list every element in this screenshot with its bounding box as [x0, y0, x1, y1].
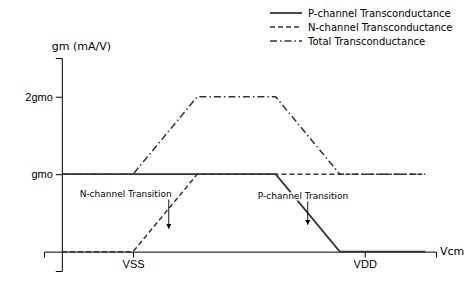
y-tick-label: gmo [31, 168, 52, 180]
series-line [62, 97, 425, 174]
legend-label: Total Transconductance [307, 36, 425, 47]
series-line [62, 174, 425, 251]
lines [62, 97, 425, 252]
x-tick: VSS [123, 252, 145, 271]
chart: VSS VDD gmo 2gmo N-channel Transition P-chann… [0, 0, 474, 301]
y-tick-label: 2gmo [25, 91, 53, 103]
x-axis-line [45, 252, 437, 257]
x-tick-mark [133, 252, 134, 258]
plot: VSS VDD gmo 2gmo N-channel Transition P-chann… [25, 59, 436, 272]
annotation-arrow [168, 199, 169, 228]
annotations: N-channel Transition P-channel Transition [80, 189, 349, 228]
annotation-text: P-channel Transition [258, 191, 348, 201]
y-tick: gmo [31, 168, 61, 180]
x-axis-title: Vcm [440, 245, 464, 258]
y-tick: 2gmo [25, 91, 62, 103]
y-tick-mark [56, 174, 62, 175]
annotation-arrow [307, 201, 308, 224]
legend-swatch [270, 26, 302, 28]
y-axis-line [56, 59, 63, 272]
legend-label: N-channel Transconductance [308, 22, 452, 33]
legend-swatch [270, 12, 302, 14]
y-axis: gmo 2gmo [25, 59, 62, 272]
series-line [62, 174, 425, 251]
x-tick: VDD [354, 252, 377, 271]
legend: P-channel Transconductance N-channel Tran… [270, 8, 452, 47]
legend-swatch [270, 40, 302, 42]
legend-item: Total Transconductance [270, 36, 425, 47]
x-tick-label: VSS [123, 258, 145, 270]
annotation-text: N-channel Transition [80, 189, 172, 199]
legend-label: P-channel Transconductance [308, 8, 451, 19]
x-axis: VSS VDD [45, 252, 437, 271]
y-tick-mark [56, 97, 62, 98]
x-tick-label: VDD [354, 258, 377, 270]
legend-item: N-channel Transconductance [270, 22, 452, 33]
x-tick-mark [365, 252, 366, 258]
legend-item: P-channel Transconductance [270, 8, 451, 19]
y-axis-title: gm (mA/V) [52, 40, 111, 53]
